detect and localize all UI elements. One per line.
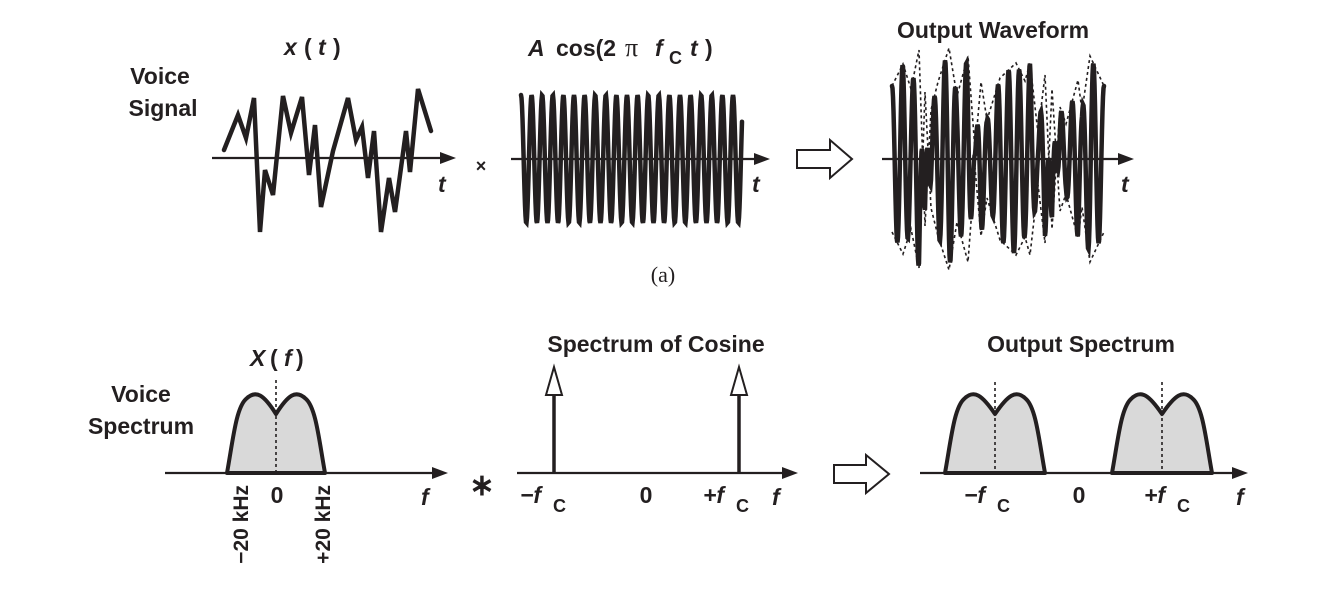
carrier-t-axis-label: t — [752, 171, 761, 197]
voice-signal-label-line2: Signal — [128, 95, 197, 121]
X-symbol: X — [248, 345, 267, 371]
carrier-axis-arrowhead — [754, 153, 770, 165]
x-paren-close: ) — [333, 34, 341, 60]
carrier-pi: π — [625, 33, 638, 62]
voice-spectrum-hump — [225, 392, 327, 475]
voice-t-label: t — [438, 171, 447, 197]
output-t-axis-label: t — [1121, 171, 1130, 197]
voice-signal-label-line1: Voice — [130, 63, 190, 89]
voice-spectrum-label-line2: Spectrum — [88, 413, 194, 439]
output-waveform-title: Output Waveform — [897, 17, 1089, 43]
X-paren-open: ( — [270, 345, 278, 371]
pos-fc-text: +f — [703, 482, 726, 508]
carrier-f: f — [655, 35, 665, 61]
implies-arrow-icon-bottom — [833, 452, 891, 496]
output-spectrum-title: Output Spectrum — [987, 331, 1175, 357]
cosine-spectrum-title: Spectrum of Cosine — [547, 331, 764, 357]
voice-signal-trace — [221, 88, 434, 233]
voice-spectrum-panel: Voice Spectrum X ( f ) f −20 kHz 0 +20 k… — [88, 345, 448, 564]
tick-plus-20khz: +20 kHz — [312, 485, 335, 564]
carrier-cos-text: cos(2 — [556, 35, 616, 61]
voice-f-axis-label: f — [421, 484, 431, 510]
output-neg-fc-subscript: C — [997, 496, 1010, 516]
X-of-f-label: X ( f ) — [248, 345, 304, 371]
tick-zero-voice: 0 — [271, 482, 284, 508]
caption-a: (a) — [651, 262, 675, 287]
impulse-negative-arrowhead — [544, 363, 564, 396]
X-var-f: f — [284, 345, 294, 371]
output-label-pos-fc: +f C — [1144, 482, 1190, 516]
implies-arrow-bottom — [833, 452, 891, 496]
x-of-t-label: x ( t ) — [282, 34, 341, 60]
carrier-panel: A cos(2 π f C t ) t — [511, 33, 770, 229]
tick-minus-20khz: −20 kHz — [230, 485, 253, 564]
output-pos-fc-subscript: C — [1177, 496, 1190, 516]
carrier-label: A cos(2 π f C t ) — [527, 33, 713, 68]
output-freq-arrowhead — [1232, 467, 1248, 479]
x-symbol: x — [282, 34, 298, 60]
output-neg-fc-text: −f — [964, 482, 987, 508]
output-axis-arrowhead — [1118, 153, 1134, 165]
impulse-positive-arrowhead — [729, 363, 749, 396]
output-f-axis-label: f — [1236, 484, 1246, 510]
carrier-amplitude-A: A — [527, 35, 545, 61]
convolution-operator: ∗ — [469, 469, 494, 502]
voice-spectrum-label-line1: Voice — [111, 381, 171, 407]
output-modulated-trace — [889, 55, 1107, 267]
pos-fc-subscript: C — [736, 496, 749, 516]
carrier-cosine-trace — [518, 89, 745, 229]
x-var-t: t — [318, 34, 327, 60]
output-label-neg-fc: −f C — [964, 482, 1010, 516]
cosine-spectrum-panel: Spectrum of Cosine f −f C 0 +f C — [517, 331, 798, 516]
neg-fc-text: −f — [520, 482, 543, 508]
X-paren-close: ) — [296, 345, 304, 371]
x-paren-open: ( — [304, 34, 312, 60]
voice-axis-arrowhead — [440, 152, 456, 164]
output-spectrum-panel: Output Spectrum f −f C 0 +f C — [920, 331, 1248, 516]
carrier-subscript-c: C — [669, 48, 682, 68]
voice-freq-arrowhead — [432, 467, 448, 479]
output-zero-label: 0 — [1073, 482, 1086, 508]
label-neg-fc: −f C — [520, 482, 566, 516]
carrier-t: t — [690, 35, 699, 61]
implies-arrow-icon — [796, 137, 854, 181]
label-pos-fc: +f C — [703, 482, 749, 516]
output-pos-fc-text: +f — [1144, 482, 1167, 508]
cosine-freq-arrowhead — [782, 467, 798, 479]
multiply-operator: × — [476, 156, 487, 176]
cosine-zero-label: 0 — [640, 482, 653, 508]
voice-signal-panel: Voice Signal x ( t ) t — [128, 34, 456, 233]
output-waveform-panel: Output Waveform t — [882, 17, 1134, 271]
carrier-close-paren: ) — [705, 35, 713, 61]
neg-fc-subscript: C — [553, 496, 566, 516]
cosine-f-axis-label: f — [772, 484, 782, 510]
implies-arrow-top — [796, 137, 854, 181]
